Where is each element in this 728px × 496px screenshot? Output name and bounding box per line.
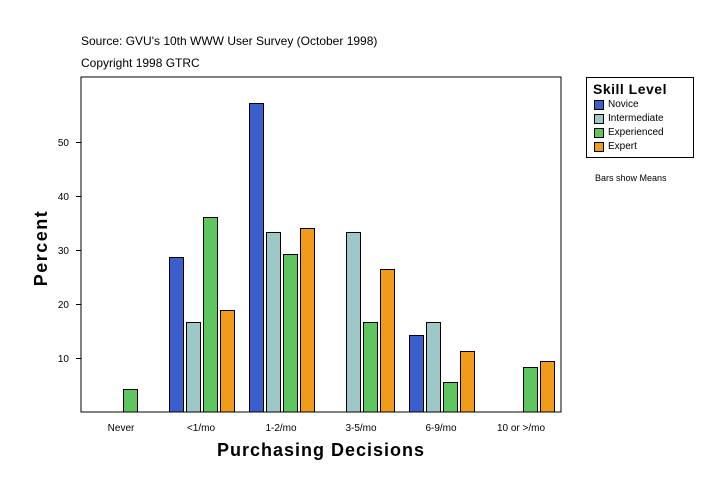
legend-label: Novice — [608, 99, 639, 110]
bar-novice-6-9-mo — [409, 335, 424, 413]
y-tick-label: 10 — [58, 354, 70, 365]
x-tick-label: 1-2/mo — [265, 423, 297, 434]
legend-label: Expert — [608, 141, 637, 152]
legend-swatch — [594, 128, 604, 138]
bar-experienced-6-9-mo — [443, 382, 458, 413]
bar-experienced-never — [123, 389, 138, 413]
source-text: Source: GVU's 10th WWW User Survey (Octo… — [81, 34, 378, 48]
bar-experienced-1-mo — [203, 217, 218, 413]
copyright-text: Copyright 1998 GTRC — [81, 56, 200, 70]
y-axis-title: Percent — [31, 210, 51, 287]
x-tick-label: Never — [108, 423, 135, 434]
y-tick-label: 40 — [58, 192, 70, 203]
bar-experienced-1-2-mo — [283, 254, 298, 413]
legend-swatch — [594, 114, 604, 124]
y-tick-label: 50 — [58, 138, 70, 149]
plot-frame — [80, 76, 562, 413]
legend-label: Experienced — [608, 127, 664, 138]
bar-expert-1-mo — [220, 310, 235, 413]
legend-label: Intermediate — [608, 113, 664, 124]
bar-intermediate-6-9-mo — [426, 322, 441, 413]
y-tick-label: 30 — [58, 246, 70, 257]
bar-novice-1-mo — [169, 257, 184, 413]
x-tick-label: 10 or >/mo — [497, 423, 546, 434]
bar-expert-6-9-mo — [460, 351, 475, 413]
bar-expert-3-5-mo — [380, 269, 395, 413]
x-tick-label: 6-9/mo — [425, 423, 457, 434]
bar-intermediate-3-5-mo — [346, 232, 361, 413]
bar-novice-1-2-mo — [249, 103, 264, 413]
x-tick-label: <1/mo — [187, 423, 216, 434]
x-axis-title: Purchasing Decisions — [217, 440, 425, 460]
y-tick-label: 20 — [58, 300, 70, 311]
bar-intermediate-1-mo — [186, 322, 201, 413]
legend-swatch — [594, 100, 604, 110]
means-note: Bars show Means — [595, 173, 667, 183]
bar-experienced-3-5-mo — [363, 322, 378, 413]
bar-expert-10-or-mo — [540, 361, 555, 413]
bar-expert-1-2-mo — [300, 228, 315, 413]
legend-title: Skill Level — [593, 81, 667, 97]
bar-experienced-10-or-mo — [523, 367, 538, 413]
bar-intermediate-1-2-mo — [266, 232, 281, 413]
x-tick-label: 3-5/mo — [345, 423, 377, 434]
legend-swatch — [594, 142, 604, 152]
legend: Skill Level Novice Intermediate Experien… — [586, 77, 694, 158]
